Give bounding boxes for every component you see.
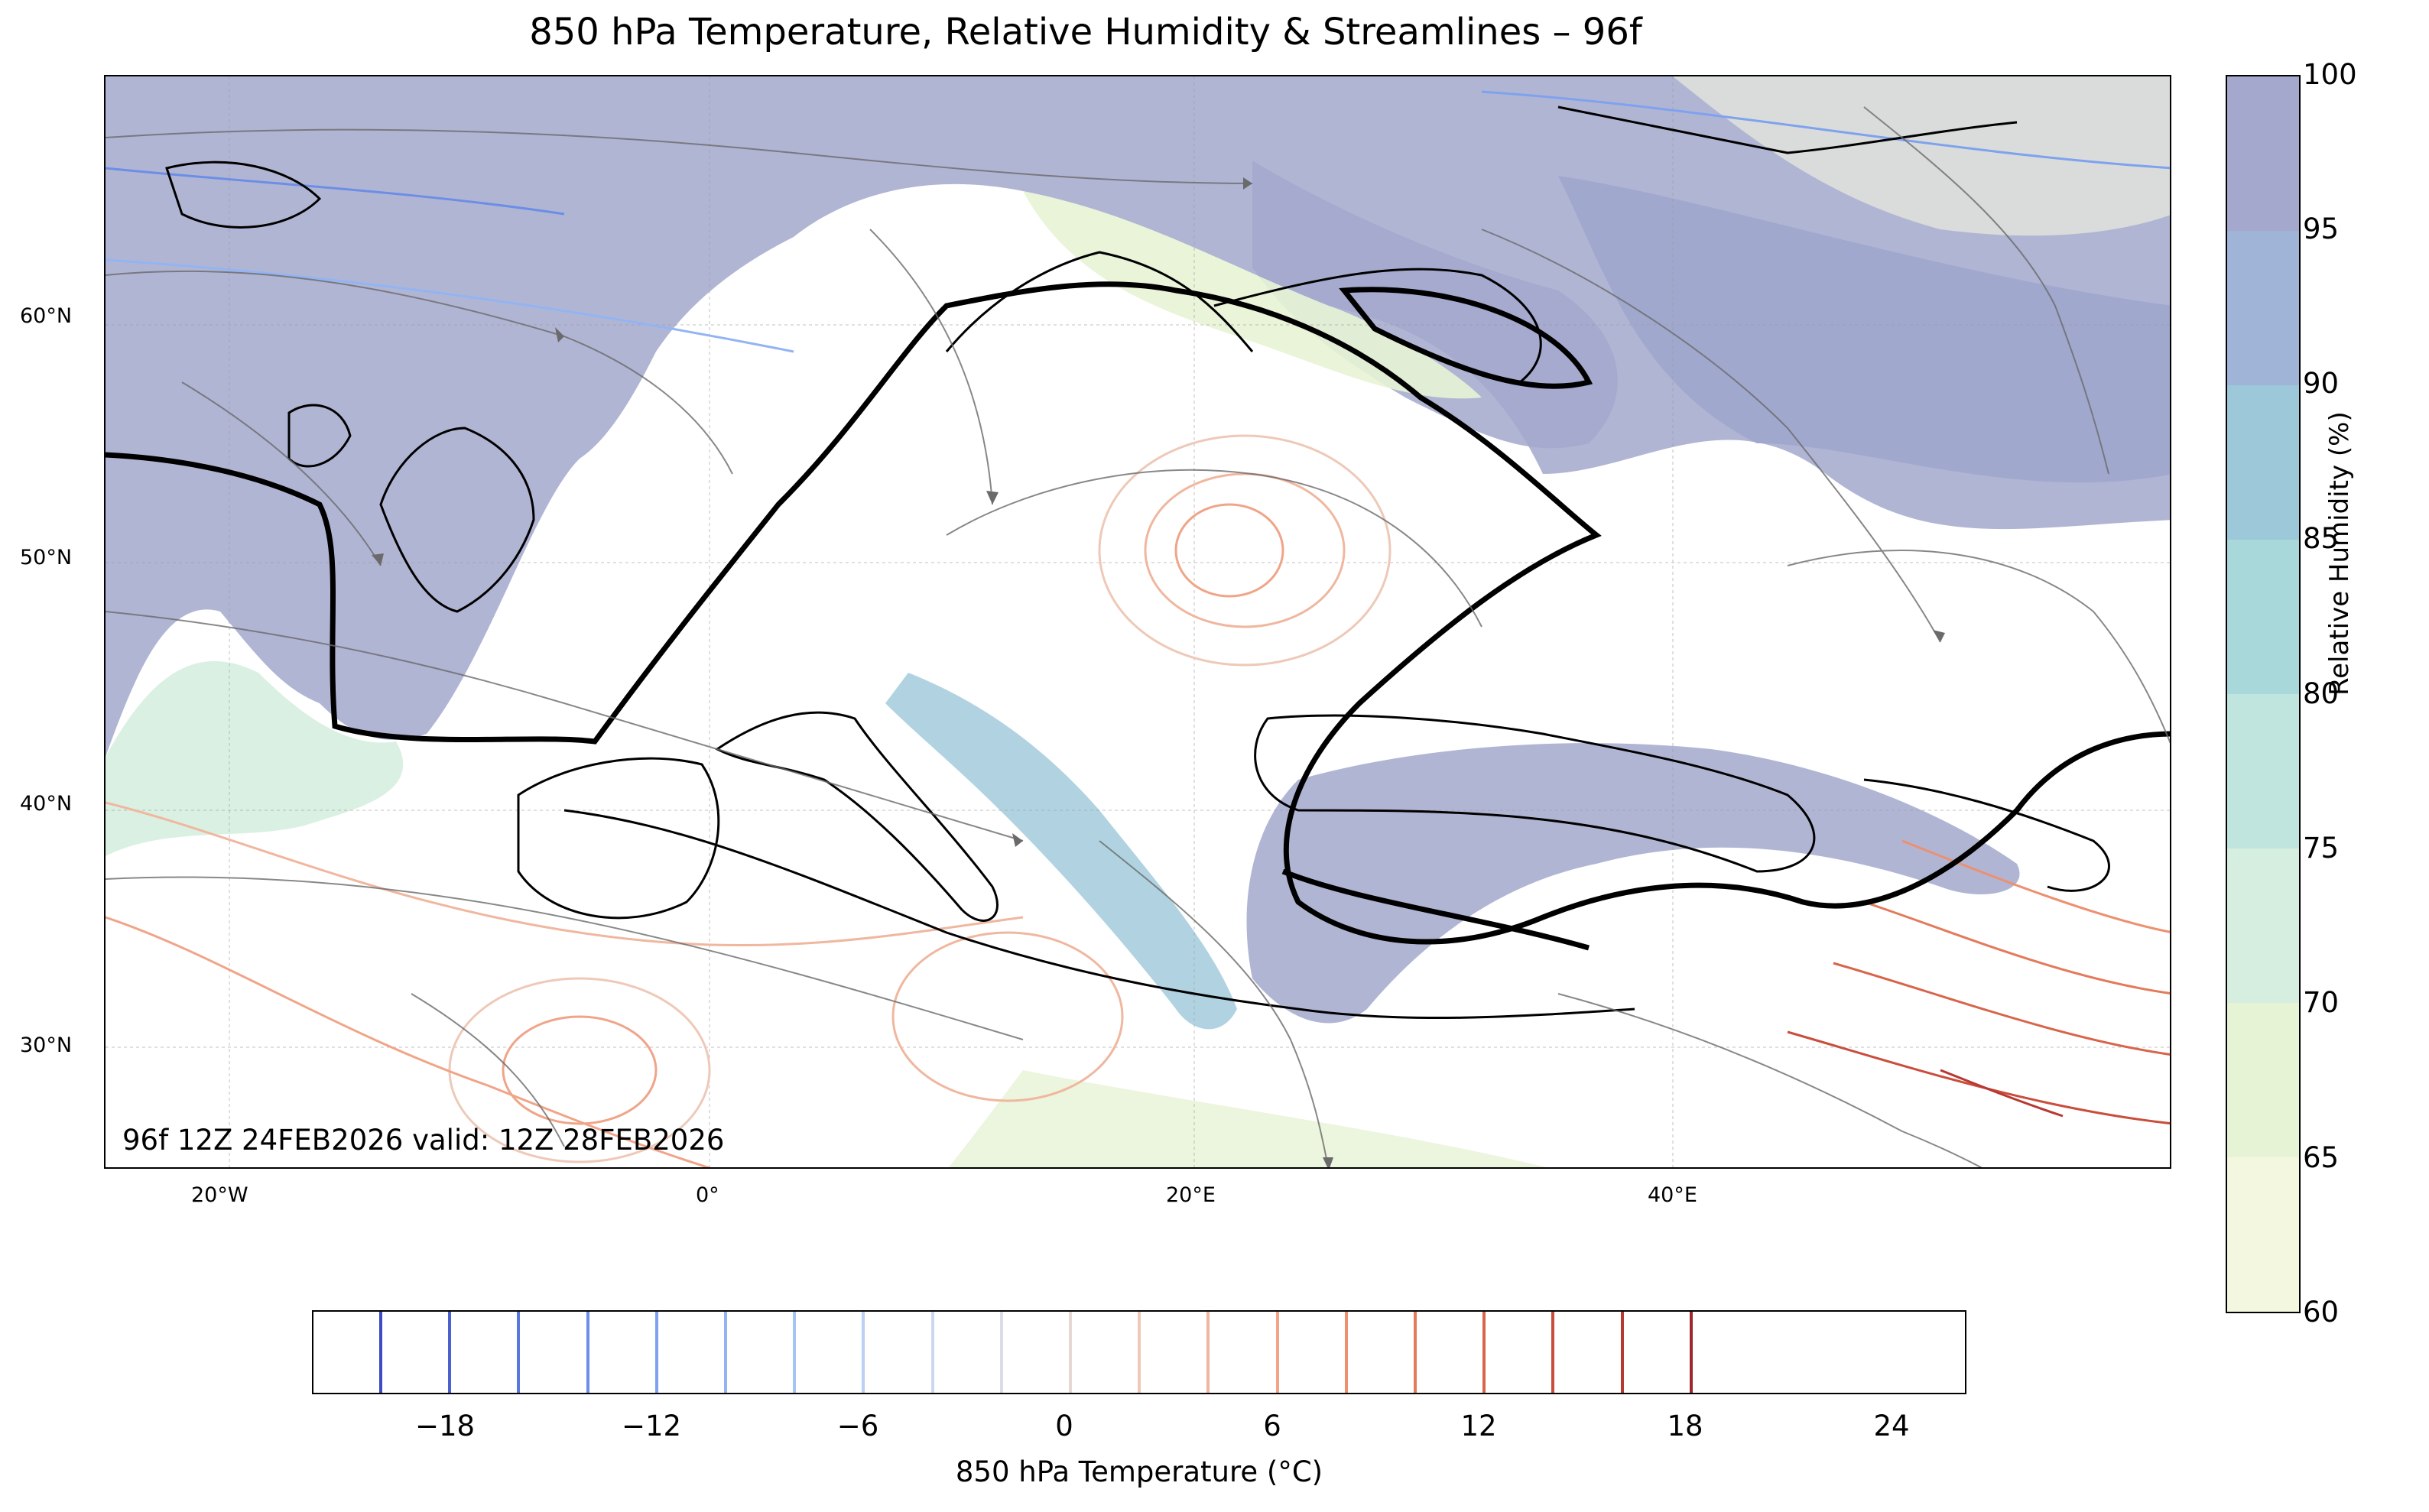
temp-tick: 12: [1460, 1410, 1497, 1442]
temp-tick: −12: [621, 1410, 682, 1442]
temp-tick: −6: [836, 1410, 879, 1442]
rh-tick: 100: [2303, 58, 2357, 91]
temperature-contour-swatch: [999, 1312, 1003, 1393]
rh-colorbar-segment: [2227, 694, 2299, 848]
temp-tick: 6: [1263, 1410, 1281, 1442]
temp-tick: −18: [414, 1410, 476, 1442]
rh-tick: 75: [2303, 832, 2340, 865]
temperature-contour-swatch: [379, 1312, 382, 1393]
temperature-contour-swatch: [1689, 1312, 1693, 1393]
temperature-contour-swatch: [793, 1312, 797, 1393]
rh-tick: 90: [2303, 367, 2340, 400]
temperature-contour-swatch: [1138, 1312, 1141, 1393]
temperature-contour-swatch: [654, 1312, 658, 1393]
rh-colorbar-segment: [2227, 385, 2299, 540]
temperature-contour-swatch: [930, 1312, 934, 1393]
lon-label-0: 0°: [696, 1183, 719, 1207]
rh-tick: 85: [2303, 522, 2340, 555]
rh-tick: 95: [2303, 213, 2340, 245]
temperature-contour-swatch: [586, 1312, 589, 1393]
temperature-colorbar-title: 850 hPa Temperature (°C): [955, 1455, 1323, 1488]
rh-colorbar-segment: [2227, 848, 2299, 1003]
temperature-contour-swatch: [1206, 1312, 1210, 1393]
temperature-contour-swatch: [1482, 1312, 1486, 1393]
temperature-contour-swatch: [517, 1312, 521, 1393]
temperature-contour-swatch: [1275, 1312, 1279, 1393]
lat-label-50n: 50°N: [20, 546, 73, 569]
rh-colorbar: [2226, 75, 2301, 1313]
temperature-contour-swatch: [1069, 1312, 1072, 1393]
rh-colorbar-segment: [2227, 1003, 2299, 1157]
temp-tick: 24: [1873, 1410, 1910, 1442]
weather-map-graphic: [106, 76, 2170, 1167]
run-valid-label: 96f 12Z 24FEB2026 valid: 12Z 28FEB2026: [122, 1124, 725, 1157]
rh-tick: 80: [2303, 677, 2340, 710]
lon-label-40e: 40°E: [1648, 1183, 1697, 1207]
temp-tick: 0: [1055, 1410, 1073, 1442]
lat-label-40n: 40°N: [20, 792, 73, 816]
lat-label-30n: 30°N: [20, 1033, 73, 1057]
temperature-contour-swatch: [1620, 1312, 1624, 1393]
rh-colorbar-title: Relative Humidity (%): [2324, 411, 2355, 696]
map-title: 850 hPa Temperature, Relative Humidity &…: [529, 11, 1642, 54]
rh-colorbar-segment: [2227, 231, 2299, 385]
temperature-contour-swatch: [1344, 1312, 1348, 1393]
rh-colorbar-segment: [2227, 540, 2299, 694]
temperature-contour-swatch: [724, 1312, 727, 1393]
temperature-contour-swatch: [862, 1312, 865, 1393]
lat-label-60n: 60°N: [20, 304, 73, 328]
lon-label-20w: 20°W: [191, 1183, 248, 1207]
rh-colorbar-segment: [2227, 1157, 2299, 1312]
temperature-contour-swatch: [1551, 1312, 1555, 1393]
temp-tick: 18: [1667, 1410, 1703, 1442]
lon-label-20e: 20°E: [1166, 1183, 1216, 1207]
rh-tick: 70: [2303, 986, 2340, 1019]
map-panel: [104, 75, 2171, 1169]
temperature-contour-swatch: [448, 1312, 452, 1393]
rh-tick: 60: [2303, 1296, 2340, 1329]
temperature-colorbar: [312, 1310, 1966, 1394]
rh-colorbar-segment: [2227, 76, 2299, 231]
temperature-contour-swatch: [1414, 1312, 1417, 1393]
rh-tick: 65: [2303, 1141, 2340, 1174]
